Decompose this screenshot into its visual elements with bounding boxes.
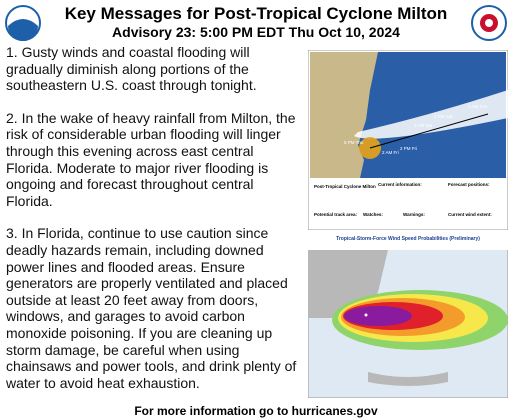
legend-text: Current information: xyxy=(378,182,422,187)
legend-text: Watches: xyxy=(363,212,383,217)
wind-map-title: Tropical-Storm-Force Wind Speed Probabil… xyxy=(336,236,480,242)
message: 1. Gusty winds and coastal flooding will… xyxy=(6,44,257,94)
track-label: 2 AM Sat xyxy=(414,123,433,128)
footer: For more information go to hurricanes.go… xyxy=(134,404,378,418)
message: 2. In the wake of heavy rainfall from Mi… xyxy=(6,109,296,209)
message: 3. In Florida, continue to use caution s… xyxy=(6,225,297,391)
nws-logo xyxy=(471,5,507,41)
legend-text: Current wind extent: xyxy=(448,212,492,217)
wind-map: Tropical-Storm-Force Wind Speed Probabil… xyxy=(308,232,508,398)
messages: 1. Gusty winds and coastal flooding will… xyxy=(6,44,304,407)
legend-text: Potential track area: xyxy=(314,212,358,217)
track-map: 2 AM Sun 2 PM Sat 2 AM Sat 2 PM Fri 2 AM… xyxy=(308,50,508,230)
track-label: 2 AM Fri xyxy=(382,150,399,155)
legend-text: Post-Tropical Cyclone Milton xyxy=(314,184,376,189)
track-label: 2 AM Sun xyxy=(468,104,488,109)
noaa-logo xyxy=(5,5,41,41)
subtitle: Advisory 23: 5:00 PM EDT Thu Oct 10, 202… xyxy=(112,24,400,40)
legend-text: Warnings: xyxy=(403,212,425,217)
track-label: 5 PM Thu xyxy=(344,140,364,145)
title: Key Messages for Post-Tropical Cyclone M… xyxy=(64,4,448,23)
legend-text: Forecast positions: xyxy=(448,182,490,187)
track-label: 2 PM Sat xyxy=(434,114,453,119)
track-label: 2 PM Fri xyxy=(400,146,417,151)
